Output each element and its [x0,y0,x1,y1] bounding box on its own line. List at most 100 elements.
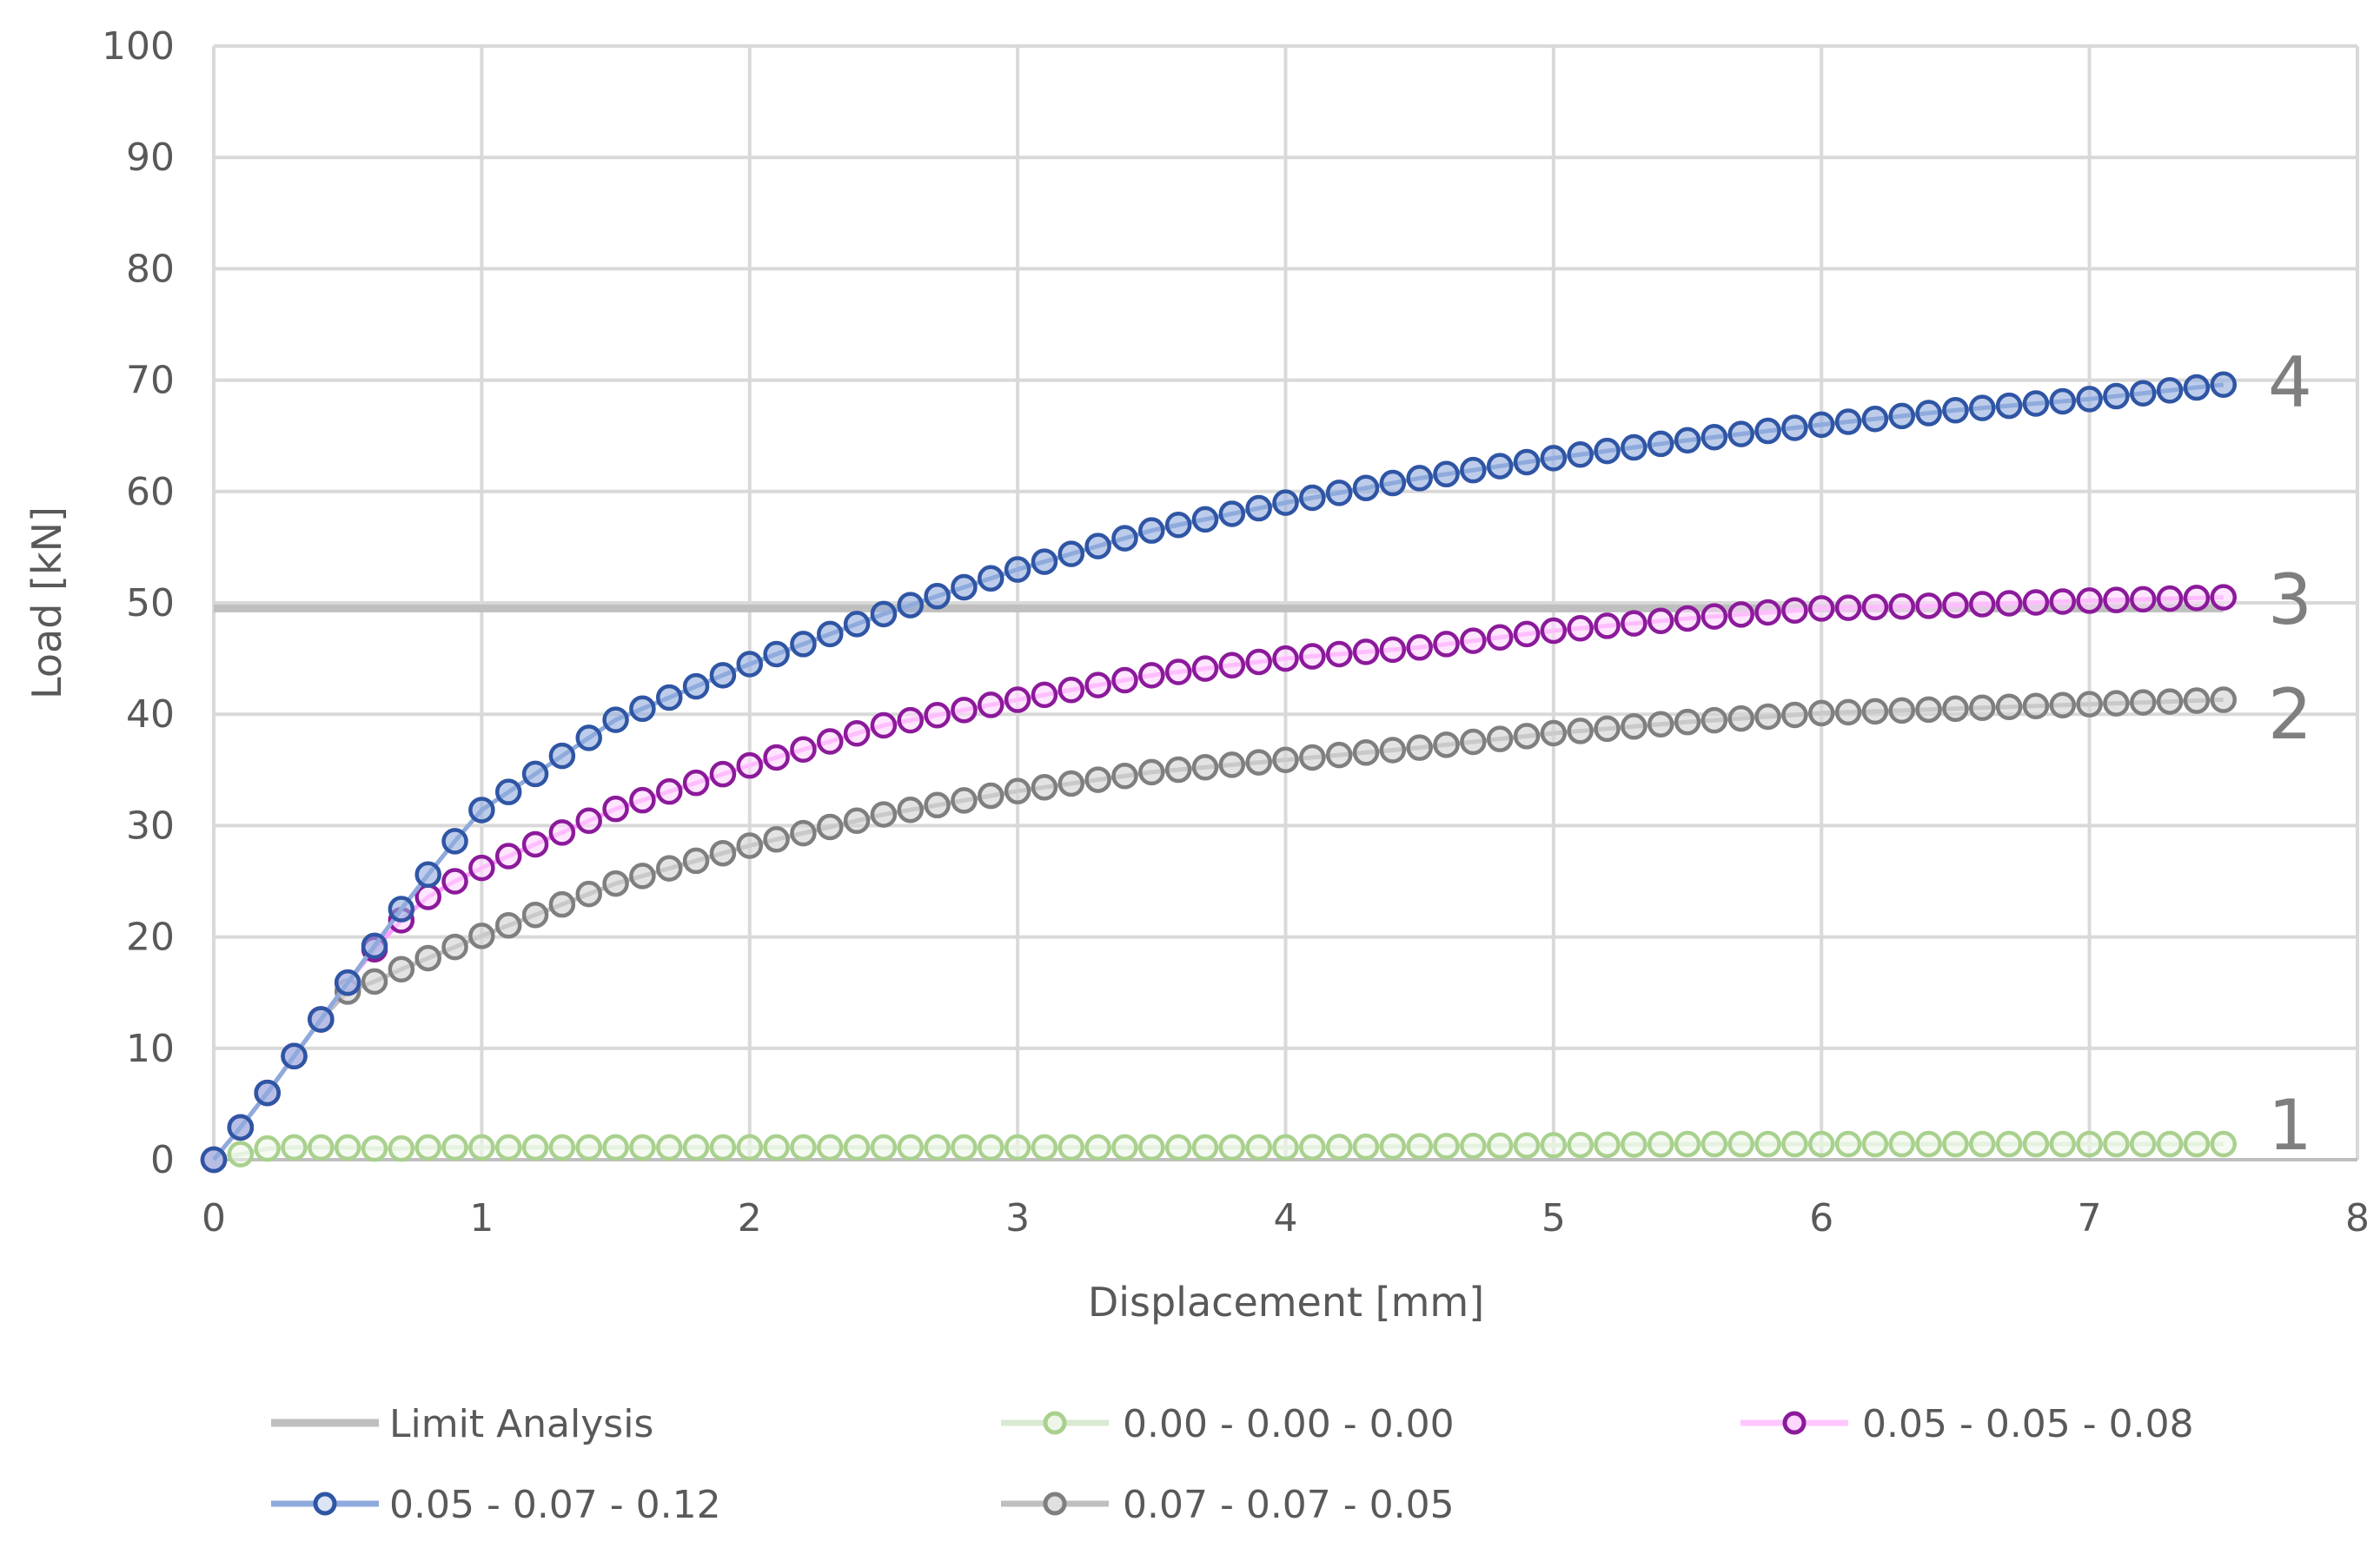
legend-label: 0.00 - 0.00 - 0.00 [1123,1402,1455,1446]
data-point-marker [575,1134,602,1161]
data-point-marker [1164,512,1192,539]
data-point-marker [1164,1134,1192,1161]
y-tick-label: 50 [126,581,175,625]
data-point-marker [790,736,817,763]
data-point-marker [1513,448,1541,476]
data-point-marker [2156,1130,2184,1158]
data-point-marker [1138,758,1165,786]
data-point-marker [1567,614,1594,642]
data-point-marker [790,1134,817,1161]
data-point-marker [1861,405,1889,433]
data-point-marker [817,813,844,841]
data-point-marker [709,839,737,867]
data-point-marker [1808,411,1835,439]
data-point-marker [1272,489,1299,516]
data-point-marker [1594,1131,1621,1159]
data-point-marker [468,797,495,824]
data-point-marker [1700,1130,1728,1158]
x-tick-label: 7 [2078,1196,2102,1240]
data-point-marker [2210,1130,2237,1158]
data-point-marker [548,819,576,846]
legend-item-series-4: 0.05 - 0.07 - 0.12 [271,1483,721,1527]
legend-label: 0.05 - 0.05 - 0.08 [1862,1402,2194,1446]
data-point-marker [843,611,871,638]
data-point-marker [1084,671,1111,698]
series-0-00-0-00-0-00 [200,1130,2237,1174]
data-point-marker [1406,465,1433,492]
data-point-marker [1540,1132,1568,1159]
data-point-marker [1486,624,1514,651]
data-point-marker [817,620,844,648]
data-point-marker [1727,420,1754,447]
legend-item-series-2: 0.07 - 0.07 - 0.05 [1001,1483,1455,1527]
data-point-marker [790,631,817,658]
legend-marker-icon [1043,1492,1067,1516]
data-point-marker [441,1134,468,1161]
data-point-marker [1700,603,1728,630]
data-point-marker [2210,686,2237,713]
data-point-marker [736,651,763,678]
legend-label: 0.05 - 0.07 - 0.12 [389,1483,721,1527]
series-0-07-0-07-0-05 [200,686,2237,1174]
data-point-marker [1969,394,1996,421]
data-point-marker [1834,698,1862,726]
data-point-marker [1754,417,1781,445]
data-point-marker [1942,592,1969,619]
data-point-marker [1245,648,1272,676]
data-point-marker [870,711,898,739]
data-point-marker [2022,589,2050,616]
data-point-marker [817,728,844,755]
data-point-marker [1969,591,1996,618]
x-tick-label: 3 [1005,1196,1030,1240]
data-point-marker [1057,540,1085,567]
data-point-marker [1647,1131,1674,1158]
data-point-marker [629,695,656,723]
data-point-marker [682,847,710,875]
data-point-marker [1647,607,1674,635]
data-point-marker [2183,374,2211,401]
data-point-marker [763,640,790,668]
data-point-marker [281,1134,308,1161]
y-tick-label: 10 [126,1027,175,1071]
data-point-marker [1460,627,1487,654]
data-point-marker [709,760,737,788]
data-point-marker [1808,595,1835,622]
legend-label: Limit Analysis [389,1402,653,1446]
data-point-marker [1727,601,1754,628]
data-point-marker [924,701,951,729]
data-point-marker [817,1134,844,1161]
data-point-marker [2156,585,2184,612]
data-point-marker [1218,652,1246,679]
data-point-marker [843,807,871,835]
data-point-marker [1808,1130,1835,1158]
data-point-marker [1540,617,1568,645]
y-tick-label: 90 [126,136,175,180]
data-point-marker [897,706,925,734]
data-point-marker [1888,402,1916,430]
data-point-marker [1594,612,1621,639]
data-point-marker [361,1135,388,1162]
curve-label-3: 3 [2268,559,2312,640]
data-point-marker [897,592,925,619]
data-point-marker [602,1134,629,1161]
data-point-marker [2022,390,2050,417]
data-point-marker [870,1134,898,1161]
data-point-marker [655,684,683,711]
data-point-marker [1218,500,1246,527]
data-point-marker [1674,1130,1701,1158]
y-tick-label: 20 [126,916,175,960]
data-point-marker [575,807,602,835]
data-point-marker [1031,1134,1058,1161]
data-point-marker [1406,734,1433,761]
data-point-marker [1352,739,1380,766]
data-point-marker [494,912,522,939]
data-point-marker [227,1141,255,1168]
data-point-marker [2130,689,2157,716]
data-point-marker [790,819,817,847]
data-point-marker [441,933,468,961]
data-point-marker [2156,377,2184,404]
data-point-marker [441,868,468,895]
data-point-marker [924,1134,951,1161]
legend-marker-icon [1782,1411,1807,1435]
data-point-marker [1486,453,1514,480]
